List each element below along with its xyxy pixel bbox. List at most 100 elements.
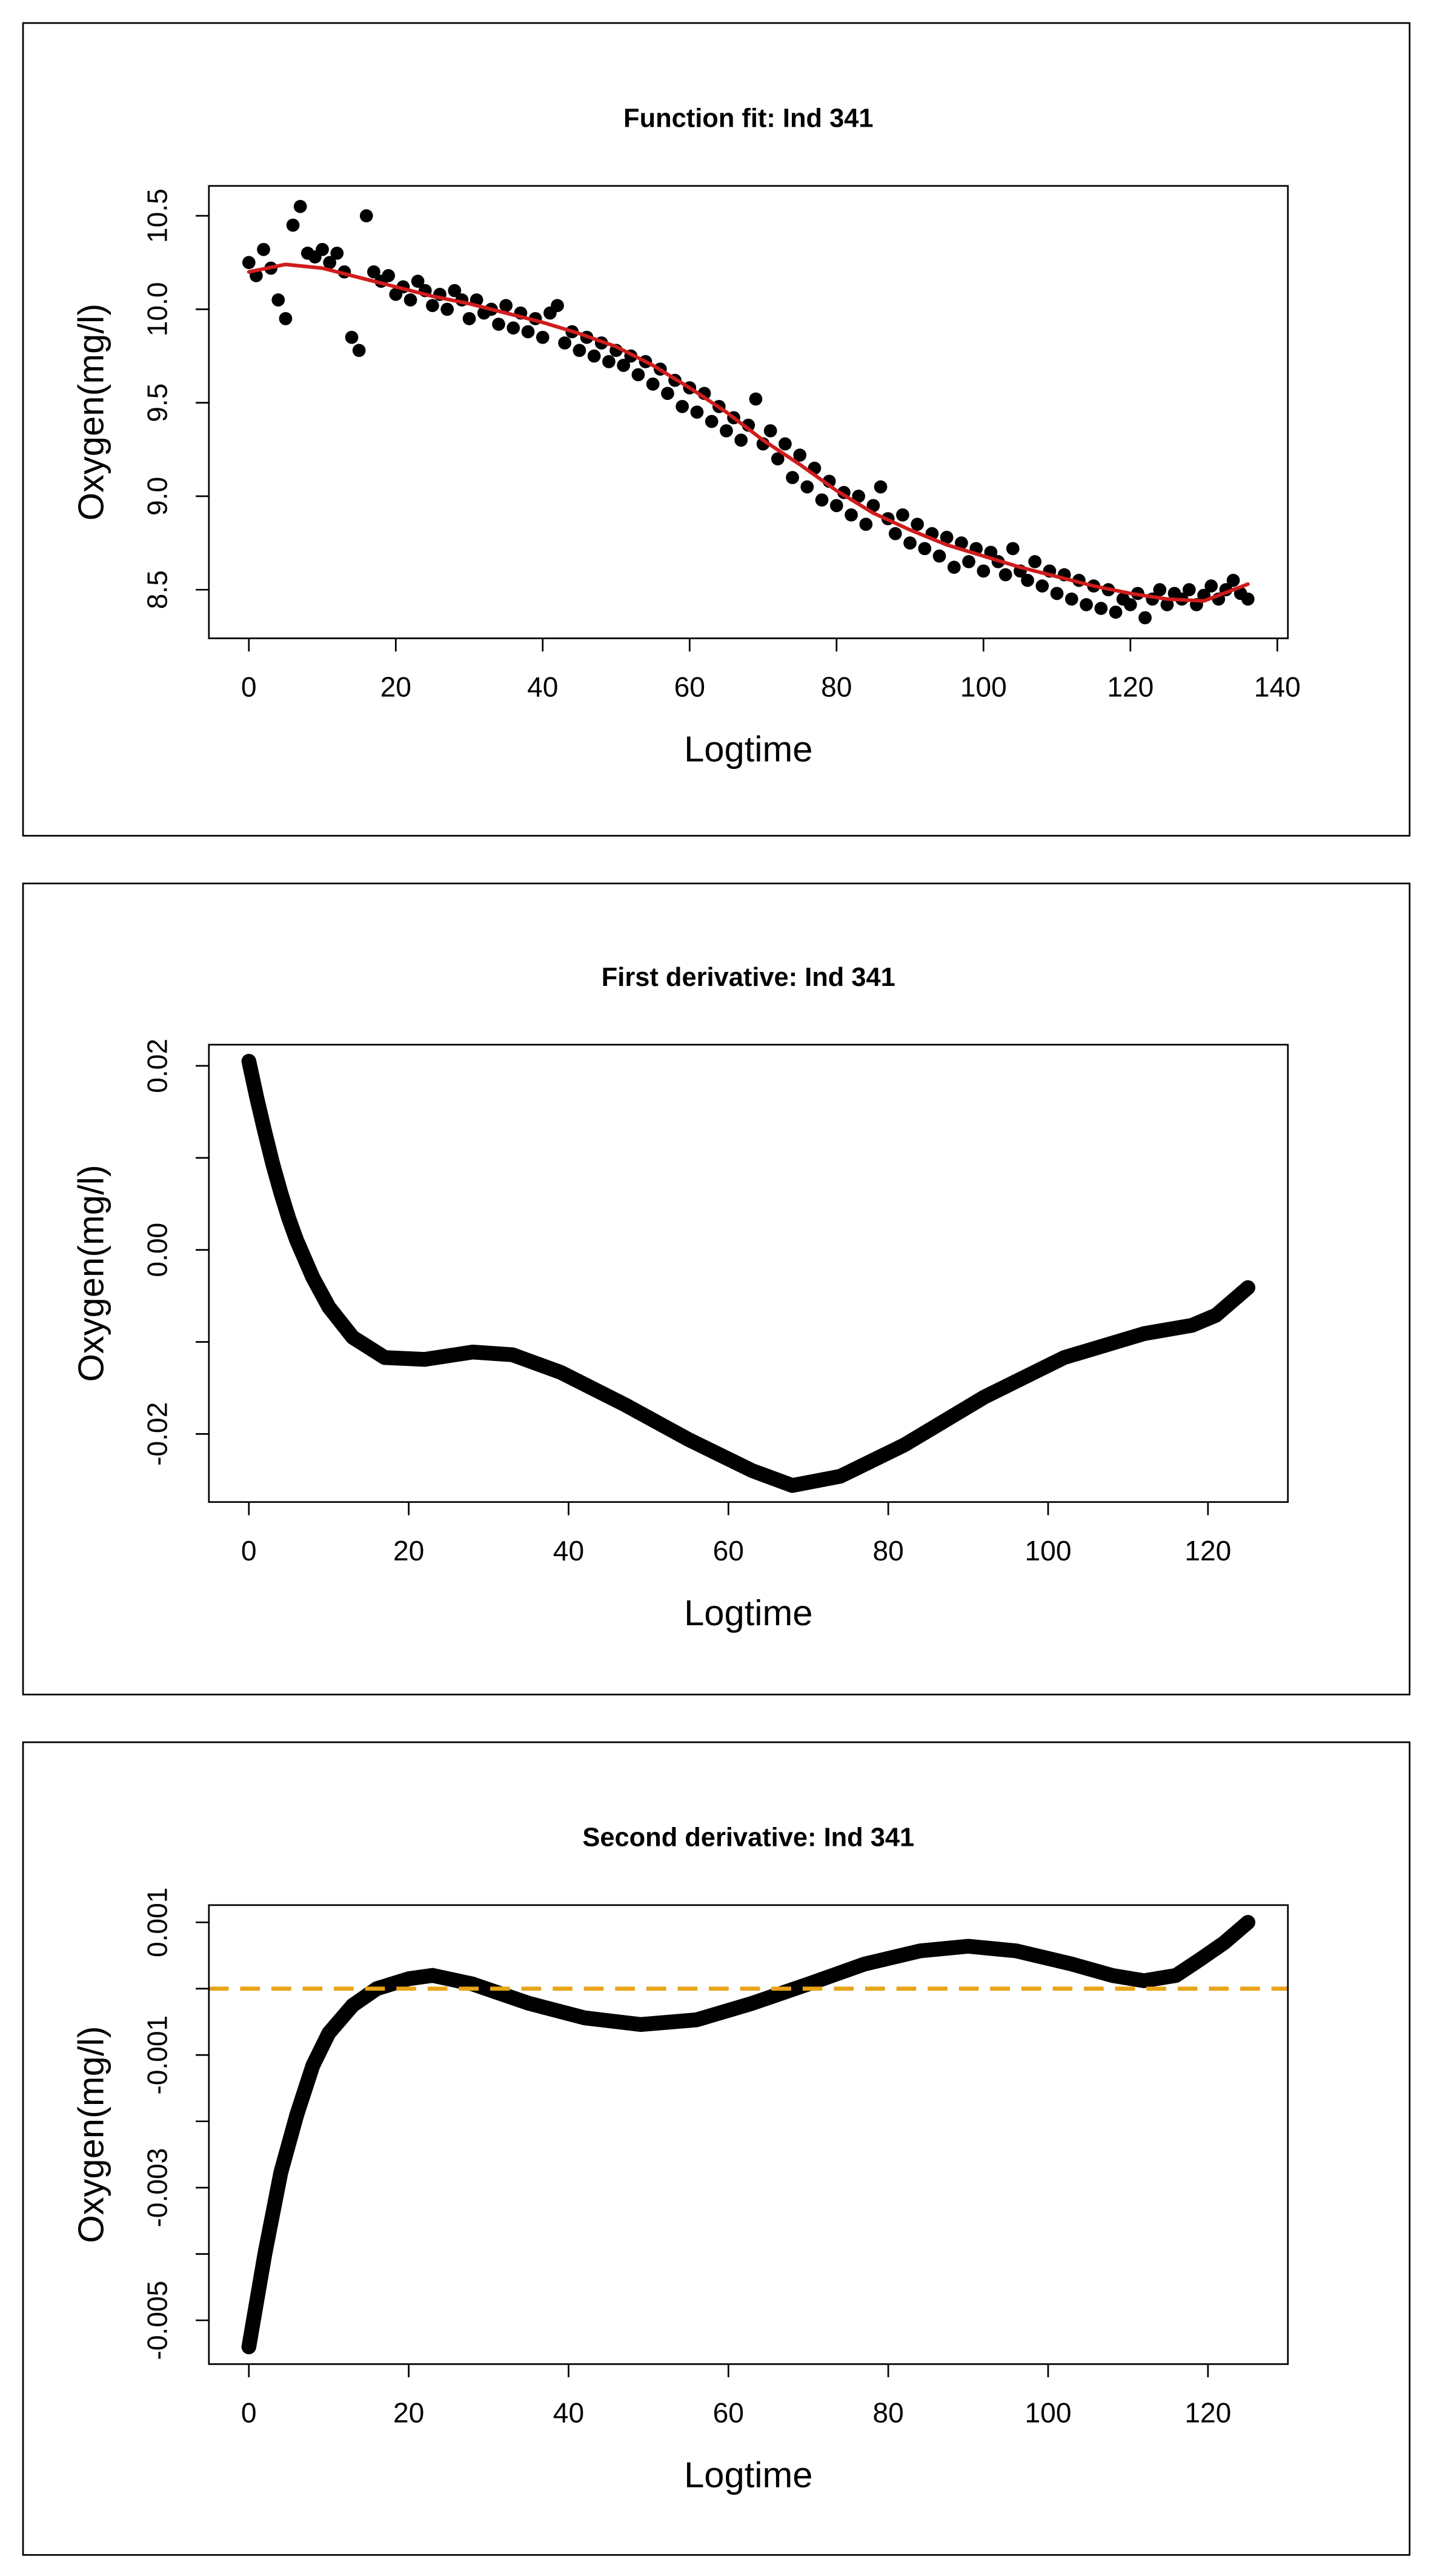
point xyxy=(293,199,307,213)
plot-area xyxy=(241,1054,1256,1493)
point xyxy=(359,209,373,223)
chart-title: Function fit: Ind 341 xyxy=(623,104,874,133)
chart-panel: Second derivative: Ind 341 Logtime Oxygen(… xyxy=(22,1741,1411,2556)
point xyxy=(779,437,792,451)
y-axis-label: Oxygen(mg/l) xyxy=(71,2026,111,2243)
x-tick-label: 0 xyxy=(241,2397,257,2429)
x-axis-label: Logtime xyxy=(684,2454,812,2495)
point xyxy=(977,564,991,578)
point xyxy=(1182,583,1196,597)
point xyxy=(1028,555,1042,568)
point xyxy=(411,275,425,288)
point xyxy=(1160,597,1174,611)
panel-border xyxy=(22,22,1411,837)
x-tick-label: 120 xyxy=(1107,671,1154,703)
point xyxy=(286,218,300,232)
point xyxy=(932,549,946,563)
point xyxy=(829,499,843,513)
x-tick-label: 40 xyxy=(553,2397,584,2429)
point xyxy=(866,499,880,513)
point xyxy=(918,542,932,556)
x-tick-label: 80 xyxy=(873,1535,904,1566)
panel-border xyxy=(22,882,1411,1696)
point xyxy=(631,368,645,382)
point xyxy=(345,330,359,344)
y-tick-label: -0.001 xyxy=(142,2015,173,2095)
point xyxy=(257,242,270,256)
point xyxy=(955,536,968,550)
point xyxy=(521,325,535,339)
x-tick-label: 20 xyxy=(393,1535,424,1566)
x-tick-label: 60 xyxy=(713,2397,744,2429)
point xyxy=(1109,605,1123,619)
point xyxy=(602,354,616,368)
point xyxy=(1094,602,1108,615)
panel-border xyxy=(22,1741,1411,2556)
point xyxy=(403,293,417,307)
point xyxy=(786,471,799,484)
point xyxy=(947,561,961,574)
x-tick-label: 60 xyxy=(713,1535,744,1566)
x-tick-label: 120 xyxy=(1184,2397,1231,2429)
point xyxy=(573,344,586,358)
x-tick-label: 0 xyxy=(241,1535,257,1566)
point xyxy=(617,359,631,372)
point xyxy=(1241,592,1255,606)
line xyxy=(241,1054,1256,1493)
point xyxy=(279,311,293,325)
y-tick-label: 10.5 xyxy=(142,188,173,243)
point xyxy=(1006,542,1020,556)
point xyxy=(492,318,505,331)
chart-panel: First derivative: Ind 341 Logtime Oxygen(m… xyxy=(22,882,1411,1696)
x-tick-label: 140 xyxy=(1254,671,1301,703)
point xyxy=(316,242,329,256)
point xyxy=(720,424,733,438)
point xyxy=(800,480,814,494)
point xyxy=(793,448,807,462)
line xyxy=(241,1915,1256,2355)
x-tick-label: 0 xyxy=(241,671,257,703)
point xyxy=(242,256,256,270)
point xyxy=(1204,579,1218,593)
y-tick-label: -0.02 xyxy=(142,1402,173,1466)
point xyxy=(536,330,549,344)
point xyxy=(551,299,564,313)
point xyxy=(1226,573,1240,587)
point xyxy=(646,377,660,391)
point xyxy=(330,246,344,260)
point xyxy=(911,518,925,531)
plot-frame xyxy=(208,1043,1289,1503)
x-tick-label: 40 xyxy=(527,671,558,703)
y-tick-label: 0.001 xyxy=(142,1888,173,1957)
x-axis-label: Logtime xyxy=(684,1593,812,1633)
point xyxy=(367,265,380,279)
point xyxy=(587,349,601,363)
point xyxy=(815,493,829,507)
point xyxy=(940,530,954,544)
point xyxy=(448,284,462,298)
point xyxy=(499,299,513,313)
point xyxy=(352,344,366,358)
x-tick-label: 20 xyxy=(393,2397,424,2429)
x-tick-label: 80 xyxy=(821,671,852,703)
point xyxy=(462,311,476,325)
y-tick-label: 8.5 xyxy=(142,570,173,609)
point xyxy=(749,392,763,406)
y-tick-label: -0.003 xyxy=(142,2148,173,2228)
point xyxy=(874,480,888,494)
line xyxy=(247,262,1250,603)
point xyxy=(852,490,866,503)
y-axis-label: Oxygen(mg/l) xyxy=(71,304,111,521)
point xyxy=(1035,579,1049,593)
x-tick-label: 100 xyxy=(1025,2397,1072,2429)
point xyxy=(1123,597,1137,611)
point xyxy=(1138,611,1152,625)
plot-area xyxy=(208,1915,1288,2355)
chart-title: First derivative: Ind 341 xyxy=(602,963,895,992)
point xyxy=(859,518,873,531)
point xyxy=(962,555,975,568)
plot-frame xyxy=(208,1904,1289,2365)
point xyxy=(271,293,285,307)
point xyxy=(558,336,572,350)
point xyxy=(661,387,674,401)
